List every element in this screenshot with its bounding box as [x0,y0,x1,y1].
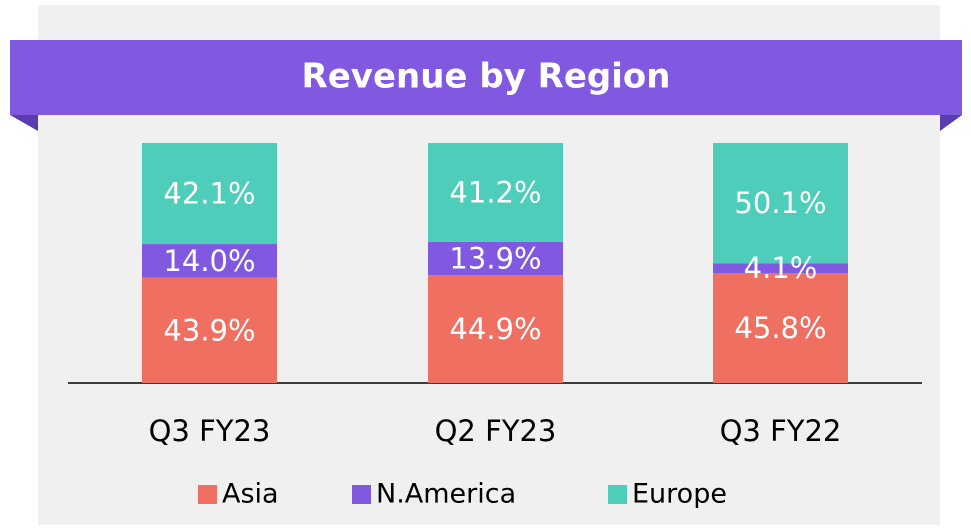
x-tick-label: Q3 FY22 [720,414,842,448]
banner-fold [10,115,38,131]
banner-fold [940,115,962,131]
data-label: 41.2% [449,175,541,209]
legend-swatch [352,485,371,504]
title-banner [10,40,962,115]
bar-segment [142,277,277,383]
x-tick-label: Q3 FY23 [149,414,271,448]
data-label: 44.9% [449,312,541,346]
bar-segment [713,143,848,264]
data-label: 13.9% [449,242,541,276]
data-label: 50.1% [734,186,826,220]
legend-label: N.America [376,479,516,510]
bar-segment [713,263,848,274]
bar-segment [428,241,563,276]
bar-segment [142,143,277,245]
data-label: 42.1% [163,177,255,211]
data-label: 45.8% [734,311,826,345]
bar-segment [428,275,563,383]
data-label: 14.0% [163,244,255,278]
bar-segment [428,143,563,242]
legend-swatch [608,485,627,504]
bar-segment [713,273,848,383]
legend-label: Asia [222,479,279,510]
legend-swatch [198,485,217,504]
chart-title: Revenue by Region [302,57,671,97]
data-label: 43.9% [163,313,255,347]
legend-label: Europe [632,479,727,510]
data-label: 4.1% [744,251,818,285]
x-tick-label: Q2 FY23 [435,414,557,448]
bar-segment [142,244,277,278]
